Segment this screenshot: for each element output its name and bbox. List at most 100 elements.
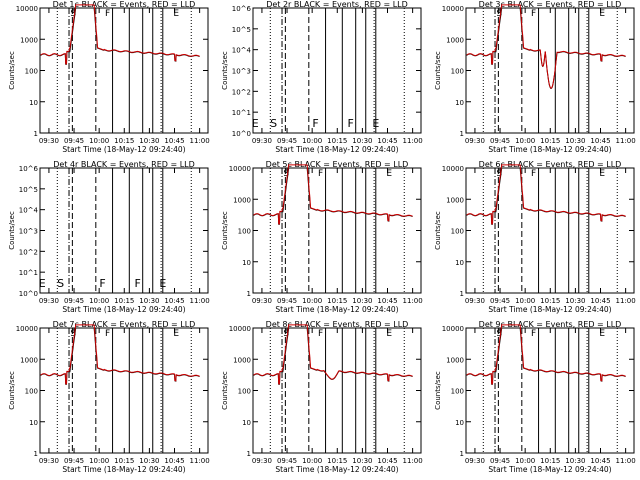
x-axis-label: Start Time (18-May-12 09:24:40) <box>488 305 611 314</box>
y-tick-label: 10^0 <box>19 290 38 298</box>
x-tick-label: 10:30 <box>565 457 585 465</box>
x-tick-label: 09:45 <box>490 297 510 305</box>
x-tick-label: 10:00 <box>89 137 109 145</box>
x-tick-label: 11:00 <box>403 297 423 305</box>
attenuator-marker: E <box>386 169 392 179</box>
detector-panel: Det 9c BLACK = Events, RED = LLD 1 10 100 10… <box>434 320 636 474</box>
x-tick-label: 10:00 <box>89 457 109 465</box>
y-tick-label: 10^6 <box>232 5 252 13</box>
x-tick-label: 09:45 <box>64 297 84 305</box>
y-tick-label: 1 <box>34 450 38 458</box>
x-tick-label: 10:30 <box>139 457 159 465</box>
x-tick-label: 11:00 <box>616 457 636 465</box>
x-tick-label: 09:45 <box>64 137 84 145</box>
panel-title: Det 3c BLACK = Events, RED = LLD <box>479 0 622 9</box>
y-tick-label: 1000 <box>446 356 464 364</box>
attenuator-marker: F <box>105 9 110 19</box>
y-axis-label: Counts/sec <box>221 51 229 90</box>
y-tick-label: 10000 <box>442 5 464 13</box>
attenuator-marker: F <box>105 329 110 339</box>
x-tick-label: 10:45 <box>164 457 184 465</box>
x-axis-label: Start Time (18-May-12 09:24:40) <box>488 145 611 154</box>
lld-series-line <box>253 324 413 385</box>
attenuator-marker: E <box>39 277 46 290</box>
attenuator-marker: F <box>531 9 536 19</box>
y-tick-label: 10^5 <box>232 26 251 34</box>
y-axis-label: Counts/sec <box>8 211 16 250</box>
x-tick-label: 10:30 <box>565 297 585 305</box>
y-tick-label: 1 <box>460 290 464 298</box>
y-tick-label: 10^2 <box>232 88 251 96</box>
x-tick-label: 10:45 <box>164 297 184 305</box>
x-axis-label: Start Time (18-May-12 09:24:40) <box>275 465 398 474</box>
y-tick-label: 10 <box>29 419 38 427</box>
x-tick-label: 09:45 <box>277 457 297 465</box>
attenuator-marker: E <box>599 169 605 179</box>
attenuator-marker: F <box>531 169 536 179</box>
detector-panel: Det 1c BLACK = Events, RED = LLD 1 10 100 10… <box>8 0 210 154</box>
x-tick-label: 10:15 <box>114 297 134 305</box>
x-tick-label: 11:00 <box>190 457 210 465</box>
plot-frame <box>39 167 209 294</box>
y-tick-label: 100 <box>25 388 38 396</box>
x-tick-label: 10:45 <box>377 297 397 305</box>
plot-frame <box>252 327 422 454</box>
attenuator-marker: F <box>135 277 141 290</box>
attenuator-marker: E <box>372 117 379 130</box>
x-tick-label: 09:30 <box>39 457 59 465</box>
y-tick-label: 1 <box>247 290 251 298</box>
x-tick-label: 10:15 <box>114 457 134 465</box>
y-axis-label: Counts/sec <box>8 371 16 410</box>
x-axis-label: Start Time (18-May-12 09:24:40) <box>62 305 185 314</box>
plot-frame <box>39 7 209 134</box>
attenuator-marker: F <box>531 329 536 339</box>
y-tick-label: 100 <box>238 388 251 396</box>
panel-title: Det 1c BLACK = Events, RED = LLD <box>53 0 196 9</box>
panel-title: Det 7c BLACK = Events, RED = LLD <box>53 320 196 329</box>
y-tick-label: 10^4 <box>19 207 39 215</box>
y-tick-label: 10000 <box>16 325 38 333</box>
x-tick-label: 10:45 <box>590 297 610 305</box>
attenuator-marker: E <box>159 277 166 290</box>
y-axis-label: Counts/sec <box>434 51 442 90</box>
y-tick-label: 10000 <box>16 5 38 13</box>
x-axis-label: Start Time (18-May-12 09:24:40) <box>488 465 611 474</box>
x-tick-label: 09:30 <box>39 137 59 145</box>
x-tick-label: 10:45 <box>590 457 610 465</box>
x-tick-label: 09:30 <box>465 137 485 145</box>
y-tick-label: 1000 <box>233 356 251 364</box>
y-tick-label: 1 <box>460 130 464 138</box>
events-series-line <box>466 7 626 90</box>
x-tick-label: 10:15 <box>114 137 134 145</box>
x-tick-label: 10:15 <box>327 297 347 305</box>
plot-frame <box>465 167 635 294</box>
x-tick-label: 10:15 <box>540 297 560 305</box>
y-tick-label: 10000 <box>442 325 464 333</box>
attenuator-marker: S <box>283 329 289 339</box>
y-axis-label: Counts/sec <box>434 211 442 250</box>
x-tick-label: 09:30 <box>39 297 59 305</box>
lld-series-line <box>253 164 413 225</box>
x-axis-label: Start Time (18-May-12 09:24:40) <box>275 305 398 314</box>
panel-title: Det 4r BLACK = Events, RED = LLD <box>53 160 195 169</box>
x-tick-label: 09:45 <box>64 457 84 465</box>
attenuator-marker: F <box>312 117 318 130</box>
y-tick-label: 10^5 <box>19 186 38 194</box>
y-tick-label: 10 <box>29 99 38 107</box>
y-tick-label: 10^3 <box>232 68 251 76</box>
y-tick-label: 10000 <box>229 325 251 333</box>
y-tick-label: 10^3 <box>19 228 38 236</box>
x-tick-label: 10:00 <box>515 457 535 465</box>
y-axis-label: Counts/sec <box>221 371 229 410</box>
x-tick-label: 10:45 <box>377 137 397 145</box>
y-tick-label: 1000 <box>446 196 464 204</box>
y-tick-label: 100 <box>238 228 251 236</box>
y-tick-label: 10^1 <box>19 269 38 277</box>
x-tick-label: 09:45 <box>277 297 297 305</box>
x-tick-label: 11:00 <box>616 297 636 305</box>
attenuator-marker: S <box>70 9 76 19</box>
attenuator-marker: S <box>496 9 502 19</box>
panel-title: Det 9c BLACK = Events, RED = LLD <box>479 320 622 329</box>
y-tick-label: 1000 <box>233 196 251 204</box>
